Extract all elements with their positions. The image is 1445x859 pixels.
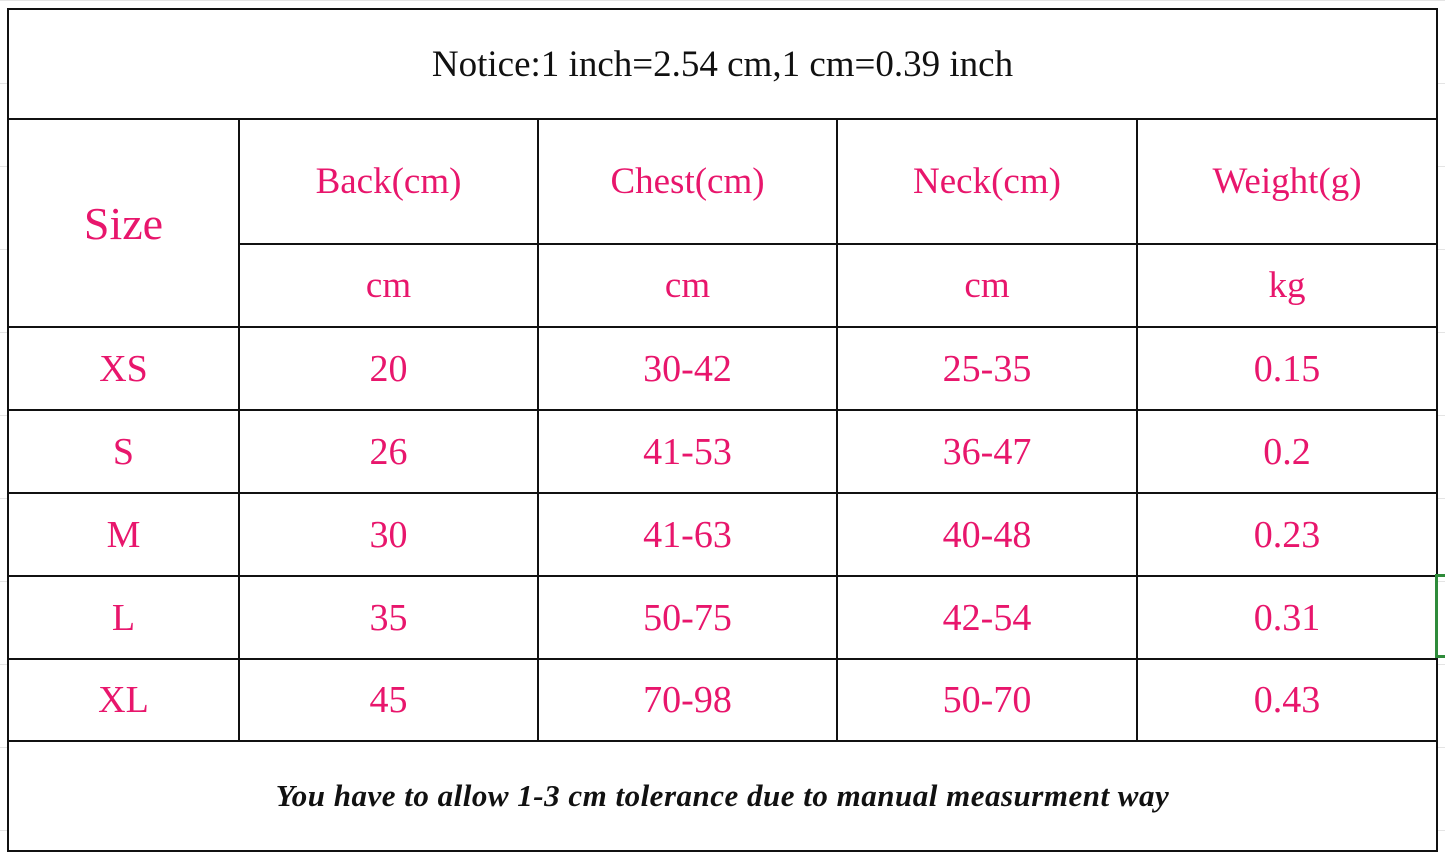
column-header: Back(cm)	[238, 118, 539, 245]
measurement: 20	[238, 326, 539, 411]
measurement: 0.43	[1136, 658, 1438, 742]
notice-row: Notice:1 inch=2.54 cm,1 cm=0.39 inch	[7, 8, 1438, 120]
measurement: 41-53	[537, 409, 838, 494]
column-header: Weight(g)	[1136, 118, 1438, 245]
column-header: Neck(cm)	[836, 118, 1138, 245]
measurement: 41-63	[537, 492, 838, 577]
measurement: 45	[238, 658, 539, 742]
footer-note: You have to allow 1-3 cm tolerance due t…	[7, 740, 1438, 852]
unit: cm	[537, 243, 838, 328]
size-header: Size	[7, 118, 240, 328]
unit: cm	[238, 243, 539, 328]
size-label: XL	[7, 658, 240, 742]
header-row: Size Back(cm) Chest(cm) Neck(cm) Weight(…	[7, 118, 1438, 328]
table-body: Notice:1 inch=2.54 cm,1 cm=0.39 inch Siz…	[7, 8, 1438, 852]
measurement: 0.31	[1136, 575, 1438, 660]
measurement: 0.15	[1136, 326, 1438, 411]
size-label: S	[7, 409, 240, 494]
measurement: 26	[238, 409, 539, 494]
measurement: 42-54	[836, 575, 1138, 660]
size-row: L 35 50-75 42-54 0.31	[7, 575, 1438, 660]
size-table: Notice:1 inch=2.54 cm,1 cm=0.39 inch Siz…	[7, 8, 1438, 852]
size-label: M	[7, 492, 240, 577]
size-row: S 26 41-53 36-47 0.2	[7, 409, 1438, 494]
measurement: 50-75	[537, 575, 838, 660]
size-label: XS	[7, 326, 240, 411]
unit: kg	[1136, 243, 1438, 328]
footer-row: You have to allow 1-3 cm tolerance due t…	[7, 740, 1438, 852]
measurement: 30	[238, 492, 539, 577]
measurement: 0.23	[1136, 492, 1438, 577]
size-row: XS 20 30-42 25-35 0.15	[7, 326, 1438, 411]
measurement: 0.2	[1136, 409, 1438, 494]
measurement: 25-35	[836, 326, 1138, 411]
measurement: 50-70	[836, 658, 1138, 742]
measurement: 70-98	[537, 658, 838, 742]
measurement: 30-42	[537, 326, 838, 411]
measurement: 40-48	[836, 492, 1138, 577]
unit-row: cm cm cm kg	[8, 243, 1438, 328]
column-header: Chest(cm)	[537, 118, 838, 245]
size-label: L	[7, 575, 240, 660]
cell-selection	[1435, 574, 1445, 658]
notice: Notice:1 inch=2.54 cm,1 cm=0.39 inch	[7, 8, 1438, 120]
size-row: XL 45 70-98 50-70 0.43	[7, 658, 1438, 742]
size-row: M 30 41-63 40-48 0.23	[7, 492, 1438, 577]
measurement: 35	[238, 575, 539, 660]
measurement: 36-47	[836, 409, 1138, 494]
unit: cm	[836, 243, 1138, 328]
